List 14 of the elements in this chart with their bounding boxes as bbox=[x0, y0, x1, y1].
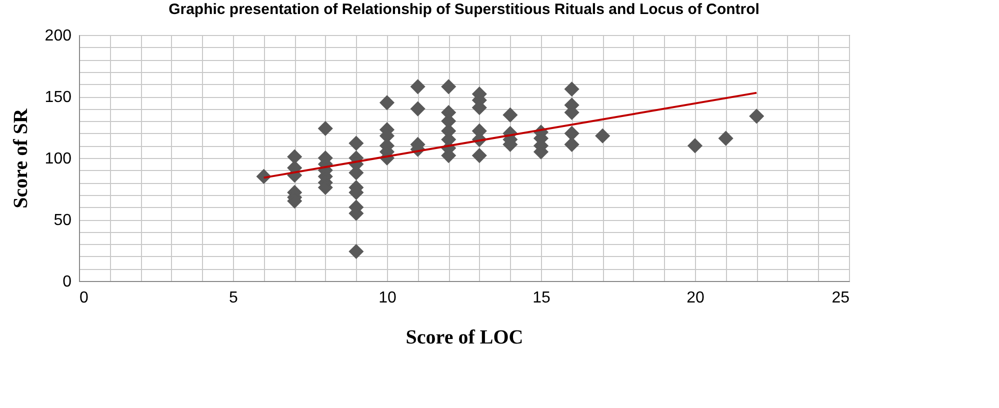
chart-title: Graphic presentation of Relationship of Superstitious Rituals and Locus of Control bbox=[168, 1, 760, 18]
x-tick-label: 0 bbox=[80, 290, 88, 306]
y-tick-label: 150 bbox=[44, 89, 72, 106]
x-tick-label: 15 bbox=[532, 290, 550, 306]
y-tick-label: 200 bbox=[44, 28, 72, 44]
y-tick-label: 0 bbox=[62, 274, 72, 290]
x-tick-label: 5 bbox=[229, 290, 238, 306]
x-tick-label: 10 bbox=[378, 290, 396, 306]
x-axis-title: Score of LOC bbox=[406, 326, 524, 348]
y-tick-label: 50 bbox=[54, 212, 72, 229]
x-tick-label: 25 bbox=[832, 290, 850, 306]
y-axis-title: Score of SR bbox=[10, 108, 32, 208]
x-tick-label: 20 bbox=[686, 290, 704, 306]
y-tick-label: 100 bbox=[44, 150, 72, 168]
